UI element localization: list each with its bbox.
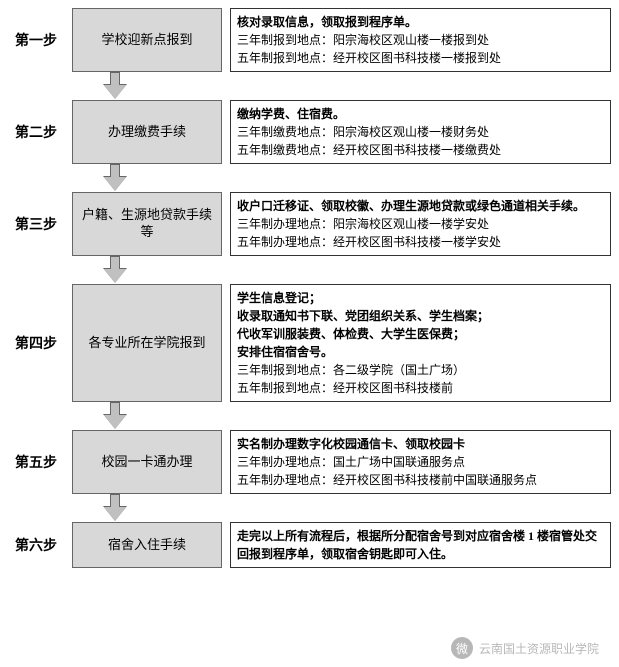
step-desc: 缴纳学费、住宿费。 三年制缴费地点：阳宗海校区观山楼一楼财务处 五年制缴费地点：… bbox=[230, 100, 611, 164]
watermark-text: 云南国土资源职业学院 bbox=[479, 640, 599, 657]
step-row: 第一步 学校迎新点报到 核对录取信息，领取报到程序单。 三年制报到地点：阳宗海校… bbox=[8, 8, 611, 72]
desc-bold: 收户口迁移证、领取校徽、办理生源地贷款或绿色通道相关手续。 bbox=[237, 197, 604, 215]
step-box: 学校迎新点报到 bbox=[72, 8, 222, 72]
step-box: 校园一卡通办理 bbox=[72, 430, 222, 494]
desc-line: 五年制报到地点：经开校区图书科技楼一楼报到处 bbox=[237, 49, 604, 67]
desc-bold: 走完以上所有流程后，根据所分配宿舍号到对应宿舍楼 1 楼宿管处交回报到程序单，领… bbox=[237, 527, 604, 563]
arrow-container bbox=[8, 494, 222, 522]
step-box: 宿舍入住手续 bbox=[72, 522, 222, 568]
desc-bold: 核对录取信息，领取报到程序单。 bbox=[237, 13, 604, 31]
desc-line: 三年制办理地点：阳宗海校区观山楼一楼学安处 bbox=[237, 215, 604, 233]
step-desc: 实名制办理数字化校园通信卡、领取校园卡 三年制办理地点：国土广场中国联通服务点 … bbox=[230, 430, 611, 494]
step-row: 第六步 宿舍入住手续 走完以上所有流程后，根据所分配宿舍号到对应宿舍楼 1 楼宿… bbox=[8, 522, 611, 568]
step-box: 各专业所在学院报到 bbox=[72, 284, 222, 402]
down-arrow-icon bbox=[104, 256, 126, 284]
step-row: 第三步 户籍、生源地贷款手续等 收户口迁移证、领取校徽、办理生源地贷款或绿色通道… bbox=[8, 192, 611, 256]
step-desc: 走完以上所有流程后，根据所分配宿舍号到对应宿舍楼 1 楼宿管处交回报到程序单，领… bbox=[230, 522, 611, 568]
desc-line: 五年制办理地点：经开校区图书科技楼前中国联通服务点 bbox=[237, 471, 604, 489]
desc-line: 五年制办理地点：经开校区图书科技楼一楼学安处 bbox=[237, 233, 604, 251]
down-arrow-icon bbox=[104, 494, 126, 522]
step-box: 办理缴费手续 bbox=[72, 100, 222, 164]
watermark: 微 云南国土资源职业学院 bbox=[451, 637, 599, 659]
step-label: 第二步 bbox=[8, 100, 64, 164]
desc-line: 五年制缴费地点：经开校区图书科技楼一楼缴费处 bbox=[237, 141, 604, 159]
desc-line: 五年制报到地点：经开校区图书科技楼前 bbox=[237, 379, 604, 397]
step-row: 第四步 各专业所在学院报到 学生信息登记； 收录取通知书下联、党团组织关系、学生… bbox=[8, 284, 611, 402]
wechat-icon: 微 bbox=[451, 637, 473, 659]
desc-bold: 实名制办理数字化校园通信卡、领取校园卡 bbox=[237, 435, 604, 453]
step-row: 第二步 办理缴费手续 缴纳学费、住宿费。 三年制缴费地点：阳宗海校区观山楼一楼财… bbox=[8, 100, 611, 164]
down-arrow-icon bbox=[104, 72, 126, 100]
arrow-container bbox=[8, 164, 222, 192]
step-desc: 收户口迁移证、领取校徽、办理生源地贷款或绿色通道相关手续。 三年制办理地点：阳宗… bbox=[230, 192, 611, 256]
down-arrow-icon bbox=[104, 402, 126, 430]
down-arrow-icon bbox=[104, 164, 126, 192]
arrow-container bbox=[8, 256, 222, 284]
desc-line: 三年制报到地点：各二级学院（国土广场） bbox=[237, 361, 604, 379]
step-desc: 核对录取信息，领取报到程序单。 三年制报到地点：阳宗海校区观山楼一楼报到处 五年… bbox=[230, 8, 611, 72]
step-label: 第三步 bbox=[8, 192, 64, 256]
step-label: 第一步 bbox=[8, 8, 64, 72]
step-desc: 学生信息登记； 收录取通知书下联、党团组织关系、学生档案； 代收军训服装费、体检… bbox=[230, 284, 611, 402]
desc-bold: 学生信息登记； 收录取通知书下联、党团组织关系、学生档案； 代收军训服装费、体检… bbox=[237, 289, 604, 361]
arrow-container bbox=[8, 402, 222, 430]
step-row: 第五步 校园一卡通办理 实名制办理数字化校园通信卡、领取校园卡 三年制办理地点：… bbox=[8, 430, 611, 494]
desc-line: 三年制缴费地点：阳宗海校区观山楼一楼财务处 bbox=[237, 123, 604, 141]
desc-line: 三年制办理地点：国土广场中国联通服务点 bbox=[237, 453, 604, 471]
step-label: 第四步 bbox=[8, 284, 64, 402]
step-box: 户籍、生源地贷款手续等 bbox=[72, 192, 222, 256]
step-label: 第五步 bbox=[8, 430, 64, 494]
arrow-container bbox=[8, 72, 222, 100]
flowchart-container: 第一步 学校迎新点报到 核对录取信息，领取报到程序单。 三年制报到地点：阳宗海校… bbox=[8, 8, 611, 568]
step-label: 第六步 bbox=[8, 522, 64, 568]
desc-line: 三年制报到地点：阳宗海校区观山楼一楼报到处 bbox=[237, 31, 604, 49]
desc-bold: 缴纳学费、住宿费。 bbox=[237, 105, 604, 123]
